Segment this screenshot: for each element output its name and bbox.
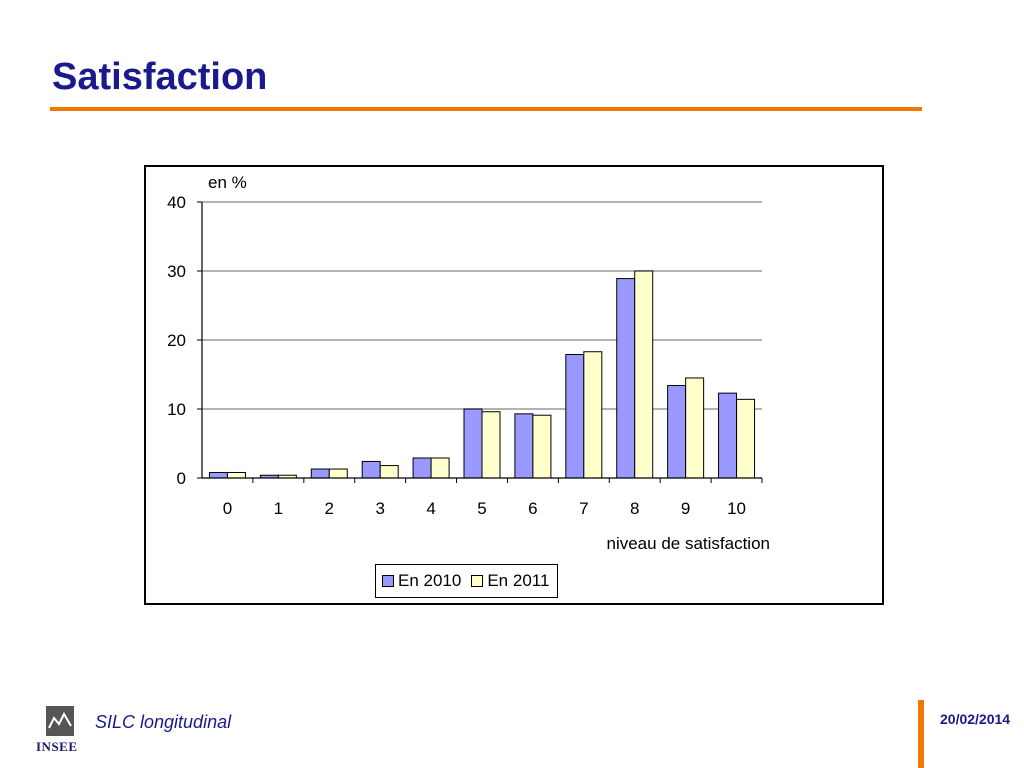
- bar-en-2010-7: [565, 353, 585, 479]
- bar-chart: 0 10 20 30 40 0 1 2 3 4 5 6 7 8 9 10 en % niveau de sat…: [167, 173, 771, 553]
- bar-en-2011-6: [532, 414, 552, 479]
- x-tick-label: 7: [579, 499, 588, 518]
- axes: 0 10 20 30 40 0 1 2 3 4 5 6 7 8 9 10: [167, 193, 763, 518]
- x-tick-label: 6: [528, 499, 537, 518]
- x-tick-label: 2: [325, 499, 334, 518]
- legend-item-2010: En 2010: [382, 571, 461, 591]
- bar-en-2010-5: [463, 408, 483, 479]
- bar-en-2010-0: [208, 471, 228, 479]
- legend-label-2010: En 2010: [398, 571, 462, 590]
- x-tick-label: 4: [426, 499, 435, 518]
- logo-chart-icon: [46, 706, 74, 736]
- x-tick-label: 0: [223, 499, 232, 518]
- bar-en-2011-0: [226, 471, 246, 479]
- bar-en-2010-9: [667, 385, 687, 479]
- footer-divider: [918, 700, 924, 768]
- legend-label-2011: En 2011: [487, 571, 550, 590]
- bar-en-2011-8: [634, 270, 654, 479]
- x-tick-label: 3: [375, 499, 384, 518]
- y-tick-label: 20: [167, 331, 186, 350]
- bars: [208, 270, 756, 479]
- y-axis-label: en %: [208, 173, 247, 192]
- bar-en-2011-4: [430, 457, 450, 479]
- footer-date: 20/02/2014: [940, 711, 1011, 727]
- bar-en-2011-10: [736, 398, 756, 479]
- x-tick-label: 8: [630, 499, 639, 518]
- logo-text: INSEE: [36, 739, 78, 754]
- bar-en-2010-4: [412, 457, 432, 479]
- x-tick-label: 1: [274, 499, 283, 518]
- x-tick-label: 5: [477, 499, 486, 518]
- x-tick-label: 9: [681, 499, 690, 518]
- bar-en-2010-6: [514, 413, 534, 479]
- x-tick-label: 10: [727, 499, 746, 518]
- legend-swatch-2010: [382, 575, 394, 587]
- insee-logo: INSEE: [36, 706, 82, 756]
- legend-swatch-2011: [471, 575, 484, 587]
- bar-en-2010-2: [310, 468, 330, 479]
- title-underline: [50, 107, 922, 111]
- bar-en-2010-10: [718, 392, 738, 479]
- bar-en-2010-8: [616, 278, 636, 479]
- bar-en-2011-2: [328, 468, 348, 479]
- x-axis-label: niveau de satisfaction: [607, 534, 771, 553]
- chart-frame: 0 10 20 30 40 0 1 2 3 4 5 6 7 8 9 10 en % niveau de sat…: [144, 165, 884, 605]
- bar-en-2011-3: [379, 465, 399, 479]
- y-tick-label: 0: [177, 469, 186, 488]
- bar-en-2010-3: [361, 460, 381, 479]
- chart-legend: En 2010 En 2011: [375, 564, 559, 598]
- bar-en-2011-9: [685, 377, 705, 479]
- y-tick-label: 10: [167, 400, 186, 419]
- y-tick-label: 30: [167, 262, 186, 281]
- slide-title: Satisfaction: [52, 56, 268, 98]
- gridlines: [202, 201, 762, 410]
- footer-label: SILC longitudinal: [95, 712, 232, 732]
- legend-item-2011: En 2011: [471, 571, 549, 591]
- bar-en-2011-7: [583, 351, 603, 479]
- y-tick-label: 40: [167, 193, 186, 212]
- bar-en-2011-5: [481, 411, 501, 479]
